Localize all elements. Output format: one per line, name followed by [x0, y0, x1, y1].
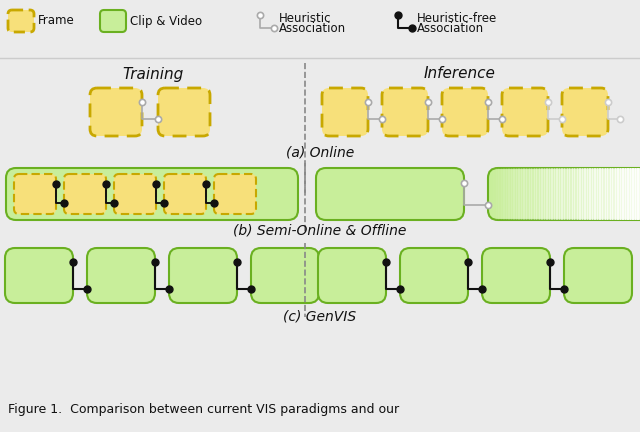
Bar: [627, 168, 631, 220]
Bar: [506, 168, 509, 220]
Bar: [0, 0, 640, 58]
Bar: [551, 168, 556, 220]
Bar: [569, 168, 573, 220]
Text: Association: Association: [279, 22, 346, 35]
Bar: [544, 168, 548, 220]
Bar: [617, 168, 621, 220]
FancyBboxPatch shape: [114, 174, 156, 214]
Bar: [548, 168, 553, 220]
FancyBboxPatch shape: [214, 174, 256, 214]
Text: Association: Association: [417, 22, 484, 35]
FancyBboxPatch shape: [6, 168, 298, 220]
FancyBboxPatch shape: [482, 248, 550, 303]
FancyBboxPatch shape: [169, 248, 237, 303]
Bar: [614, 168, 618, 220]
Bar: [589, 168, 593, 220]
Bar: [595, 168, 598, 220]
Bar: [564, 168, 568, 220]
Bar: [503, 168, 507, 220]
Bar: [495, 168, 499, 220]
Bar: [561, 168, 565, 220]
FancyBboxPatch shape: [64, 174, 106, 214]
Bar: [498, 168, 502, 220]
FancyBboxPatch shape: [251, 248, 319, 303]
Bar: [632, 168, 636, 220]
FancyBboxPatch shape: [400, 248, 468, 303]
FancyBboxPatch shape: [442, 88, 488, 136]
FancyBboxPatch shape: [87, 248, 155, 303]
Bar: [587, 168, 591, 220]
Bar: [637, 168, 640, 220]
Bar: [630, 168, 634, 220]
Bar: [602, 168, 606, 220]
Bar: [508, 168, 512, 220]
Bar: [622, 168, 626, 220]
Bar: [600, 168, 604, 220]
Bar: [534, 168, 538, 220]
Text: Heuristic-free: Heuristic-free: [417, 12, 497, 25]
FancyBboxPatch shape: [5, 248, 73, 303]
Bar: [579, 168, 583, 220]
FancyBboxPatch shape: [8, 10, 34, 32]
Text: Heuristic: Heuristic: [279, 12, 332, 25]
Text: (c) GenVIS: (c) GenVIS: [284, 309, 356, 323]
Bar: [541, 168, 545, 220]
Text: (a) Online: (a) Online: [286, 146, 354, 160]
Bar: [607, 168, 611, 220]
Bar: [539, 168, 543, 220]
Bar: [526, 168, 530, 220]
Bar: [493, 168, 497, 220]
Bar: [582, 168, 586, 220]
FancyBboxPatch shape: [164, 174, 206, 214]
FancyBboxPatch shape: [488, 168, 640, 220]
Bar: [574, 168, 578, 220]
Bar: [605, 168, 609, 220]
Text: (b) Semi-Online & Offline: (b) Semi-Online & Offline: [234, 223, 406, 237]
Bar: [554, 168, 557, 220]
Text: Frame: Frame: [38, 15, 75, 28]
Bar: [529, 168, 532, 220]
Bar: [511, 168, 515, 220]
Bar: [584, 168, 588, 220]
Bar: [559, 168, 563, 220]
Bar: [572, 168, 575, 220]
Bar: [521, 168, 525, 220]
Bar: [577, 168, 580, 220]
Bar: [524, 168, 527, 220]
Bar: [625, 168, 628, 220]
Bar: [536, 168, 540, 220]
Bar: [531, 168, 535, 220]
Bar: [547, 168, 550, 220]
FancyBboxPatch shape: [562, 88, 608, 136]
Bar: [597, 168, 601, 220]
Text: Training: Training: [122, 67, 184, 82]
Bar: [566, 168, 570, 220]
Bar: [513, 168, 517, 220]
Bar: [488, 168, 492, 220]
FancyBboxPatch shape: [502, 88, 548, 136]
Text: Figure 1.  Comparison between current VIS paradigms and our: Figure 1. Comparison between current VIS…: [8, 403, 399, 416]
Bar: [556, 168, 560, 220]
FancyBboxPatch shape: [382, 88, 428, 136]
Bar: [500, 168, 504, 220]
FancyBboxPatch shape: [316, 168, 464, 220]
FancyBboxPatch shape: [14, 174, 56, 214]
FancyBboxPatch shape: [564, 248, 632, 303]
Bar: [610, 168, 614, 220]
Text: Clip & Video: Clip & Video: [130, 15, 202, 28]
FancyBboxPatch shape: [322, 88, 368, 136]
Bar: [516, 168, 520, 220]
Bar: [518, 168, 522, 220]
FancyBboxPatch shape: [318, 248, 386, 303]
Bar: [592, 168, 596, 220]
FancyBboxPatch shape: [90, 88, 142, 136]
FancyBboxPatch shape: [158, 88, 210, 136]
Bar: [612, 168, 616, 220]
Bar: [620, 168, 623, 220]
Bar: [490, 168, 495, 220]
FancyBboxPatch shape: [100, 10, 126, 32]
Text: Inference: Inference: [424, 67, 496, 82]
Bar: [635, 168, 639, 220]
